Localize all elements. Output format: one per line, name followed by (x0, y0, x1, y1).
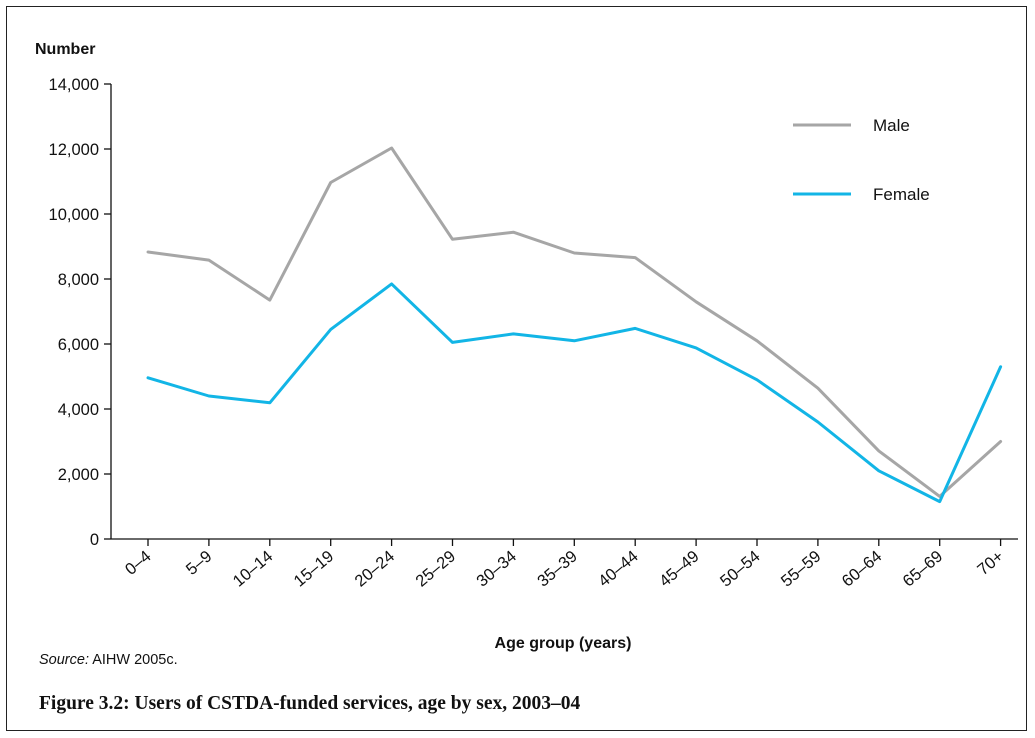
y-tick-label: 14,000 (49, 76, 99, 94)
x-axis-title: Age group (years) (495, 635, 632, 652)
source-text: AIHW 2005c. (92, 652, 178, 668)
line-chart: 02,0004,0006,0008,00010,00012,00014,000 … (35, 41, 1018, 652)
x-tick-label: 10–14 (230, 547, 277, 590)
x-tick-label: 25–29 (412, 547, 459, 590)
x-tick-label: 40–44 (595, 547, 642, 590)
x-tick-label: 65–69 (900, 547, 947, 590)
x-axis: 0–4 5–9 10–14 15–19 20–24 25–29 30–34 35–39 40–4… (111, 538, 1018, 591)
legend: Male Female (793, 116, 930, 204)
x-tick-label: 45–49 (656, 547, 703, 590)
x-tick-label: 0–4 (122, 547, 155, 578)
x-tick-label: 70+ (974, 547, 1007, 579)
x-tick-label: 20–24 (351, 547, 398, 590)
x-tick-label: 30–34 (473, 547, 520, 590)
figure-caption: Figure 3.2: Users of CSTDA-funded servic… (39, 693, 581, 714)
y-axis: 0 2,000 4,000 6,000 8,000 10,000 12,000 14,000 (49, 76, 112, 549)
x-tick-label: 55–59 (778, 547, 825, 590)
series-line-male (146, 146, 1003, 498)
source-label: Source: (39, 652, 89, 668)
y-tick-label: 12,000 (49, 141, 99, 159)
x-tick-label: 15–19 (291, 547, 338, 590)
source-note: Source: AIHW 2005c. (39, 652, 178, 668)
x-tick-label: 50–54 (717, 547, 764, 590)
y-tick-label: 8,000 (58, 271, 99, 289)
y-tick-label: 0 (90, 531, 99, 549)
x-tick-label: 60–64 (839, 547, 886, 590)
y-tick-label: 4,000 (58, 401, 99, 419)
y-axis-title: Number (35, 41, 95, 58)
x-tick-label: 35–39 (534, 547, 581, 590)
figure-frame: 0 2,000 4,000 6,000 8,000 10,000 12,000 14,000 … (6, 6, 1027, 731)
series-line-female (146, 282, 1003, 504)
y-tick-label: 10,000 (49, 206, 99, 224)
legend-label-female: Female (873, 185, 930, 204)
x-tick-label: 5–9 (183, 547, 216, 578)
y-tick-label: 2,000 (58, 466, 99, 484)
series-lines (146, 146, 1003, 504)
legend-label-male: Male (873, 116, 910, 135)
y-tick-label: 6,000 (58, 336, 99, 354)
